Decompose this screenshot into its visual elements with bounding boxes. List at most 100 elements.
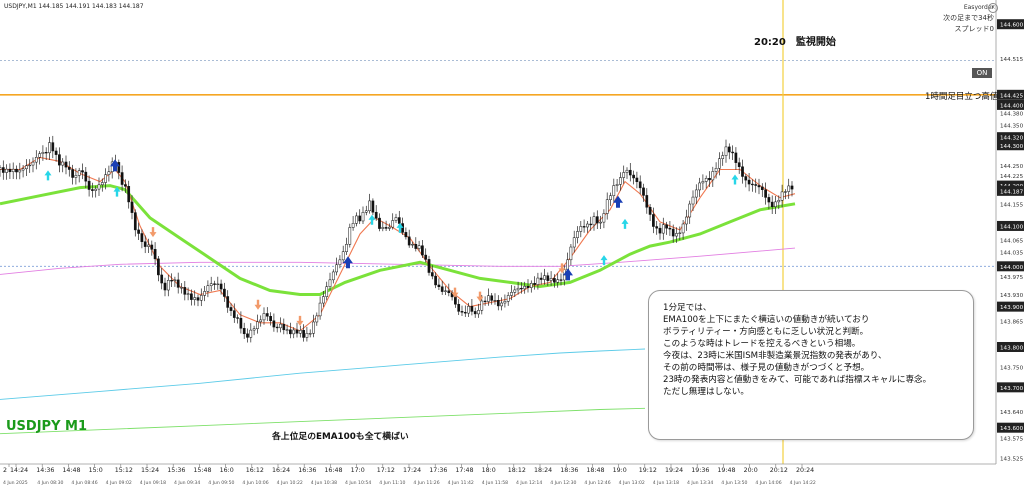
sell-signal-arrow <box>296 315 304 326</box>
sell-signal-arrow <box>149 227 157 238</box>
candle-body <box>430 272 434 277</box>
candle-body <box>701 181 705 184</box>
candle-body <box>724 146 728 156</box>
candle-body <box>566 259 569 270</box>
candle-body <box>602 213 606 223</box>
time-axis-label: 19:48 <box>717 467 735 474</box>
time-axis: 2 14:24 14:36 14:48 15:0 15:12 15:24 15:36 15:48… <box>3 464 816 486</box>
candle-body <box>91 189 94 191</box>
time-axis-label: 18:12 <box>508 467 526 474</box>
price-axis-label: 144.400 <box>1000 103 1024 109</box>
candle-body <box>513 289 517 293</box>
price-axis-label: 143.600 <box>1000 426 1024 432</box>
candle-body <box>675 233 678 237</box>
ema100-line <box>0 184 796 296</box>
price-tag-box <box>997 220 1024 231</box>
time-axis-label: 16:12 <box>246 467 264 474</box>
candle-body <box>652 214 655 227</box>
price-tag-box <box>997 89 1024 100</box>
candle-body <box>496 300 500 307</box>
candle-body <box>0 167 2 170</box>
candle-body <box>368 200 371 212</box>
candle-body <box>655 226 659 229</box>
time-axis-label: 14:48 <box>62 467 80 474</box>
time-axis-label: 16:0 <box>220 467 234 474</box>
candle-body <box>754 184 758 186</box>
candle-body <box>298 330 302 334</box>
analysis-note-line: このような時はトレードを控えるべきという相場。 <box>663 339 861 349</box>
candles <box>0 135 794 343</box>
candle-body <box>401 223 404 233</box>
candle-body <box>688 203 692 218</box>
price-axis-label: 144.155 <box>1000 202 1024 208</box>
price-axis-label: 144.187 <box>1000 189 1024 195</box>
time-axis-label: 19:12 <box>639 467 657 474</box>
analysis-note-line: 23時の発表内容と値動きをみて、可能であれば指標スキャルに専念。 <box>663 375 932 385</box>
candle-body <box>388 226 391 229</box>
candle-body <box>15 168 18 173</box>
candle-body <box>434 275 437 286</box>
strong-buy-arrow <box>613 195 623 208</box>
time-axis-label: 18:48 <box>586 467 604 474</box>
candle-body <box>470 306 474 312</box>
candle-body <box>642 187 645 196</box>
candle-body <box>411 244 414 246</box>
candle-body <box>638 181 642 189</box>
price-axis-label: 144.225 <box>1000 174 1024 180</box>
candle-body <box>625 169 629 173</box>
candle-body <box>140 233 144 242</box>
price-axis-label: 143.865 <box>1000 319 1024 325</box>
candle-body <box>711 171 715 181</box>
candle-body <box>279 323 282 329</box>
candle-body <box>391 220 395 228</box>
analysis-note-line: ただし無理はしない。 <box>663 387 749 397</box>
candle-body <box>774 201 777 207</box>
candle-body <box>269 316 272 322</box>
candle-body <box>246 333 249 338</box>
date-axis-label: 4 Jun 08:30 <box>37 480 63 486</box>
on-label[interactable]: ON <box>972 68 992 78</box>
candle-body <box>559 279 563 281</box>
candle-body <box>477 310 480 315</box>
candle-body <box>193 297 197 300</box>
candle-body <box>97 184 101 190</box>
time-axis-label: 17:24 <box>403 467 421 474</box>
date-axis-label: 4 Jun 12:14 <box>516 480 542 486</box>
candle-body <box>463 311 467 314</box>
candle-body <box>252 328 256 331</box>
price-tag-box <box>997 19 1024 30</box>
candle-body <box>361 212 365 222</box>
analysis-note-line: その前の時間帯は、様子見の値動きがつづくと予想。 <box>663 363 870 373</box>
time-axis-label: 19:24 <box>665 467 683 474</box>
price-tag-box <box>997 180 1024 191</box>
candle-body <box>694 189 698 198</box>
candle-body <box>41 152 45 154</box>
candle-body <box>18 169 22 173</box>
candle-body <box>731 151 734 154</box>
candle-body <box>176 279 180 288</box>
candle-body <box>308 333 312 335</box>
candle-body <box>190 293 193 300</box>
date-axis-label: 4 Jun 10:06 <box>242 480 268 486</box>
ea-close-icon[interactable]: × <box>988 3 998 13</box>
candle-body <box>371 200 375 213</box>
candle-body <box>38 153 41 158</box>
date-axis-label: 4 Jun 11:10 <box>379 480 405 486</box>
candle-body <box>180 287 183 289</box>
date-axis-label: 4 Jun 14:06 <box>755 480 781 486</box>
price-axis-label: 143.900 <box>1000 305 1024 311</box>
candle-body <box>671 228 675 237</box>
candle-body <box>685 216 688 225</box>
strong-buy-arrow <box>563 268 573 281</box>
candle-body <box>31 161 35 166</box>
candle-body <box>216 283 220 286</box>
candle-body <box>87 180 91 190</box>
signal-arrows <box>44 159 739 326</box>
price-axis-label: 143.750 <box>1000 366 1024 372</box>
candle-body <box>381 227 385 229</box>
candle-body <box>242 328 246 335</box>
candle-body <box>74 175 78 178</box>
candle-body <box>721 155 725 159</box>
candle-body <box>612 185 616 196</box>
